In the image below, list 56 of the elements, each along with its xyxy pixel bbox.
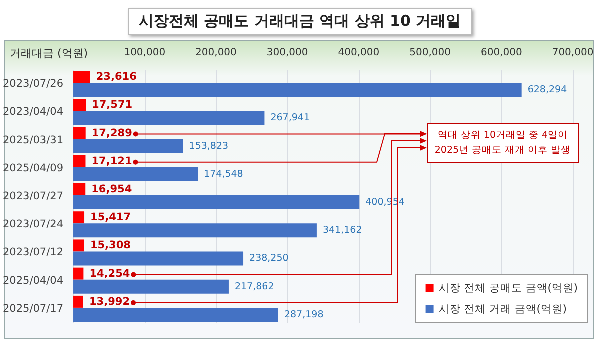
bar: [74, 111, 265, 126]
bar: [74, 83, 522, 98]
chart-title: 시장전체 공매도 거래대금 역대 상위 10 거래일: [128, 8, 472, 35]
data-label: 23,616: [96, 71, 137, 84]
bar: [74, 127, 86, 140]
data-label: 153,823: [189, 140, 229, 152]
bar: [74, 99, 86, 112]
bar: [74, 196, 360, 210]
y-tick-label: 2023/07/12: [2, 246, 64, 259]
y-tick-label: 2025/03/31: [2, 134, 64, 146]
x-tick-label: 500,000: [410, 48, 451, 58]
bar: [74, 268, 84, 280]
data-label: 17,121: [92, 155, 132, 168]
data-label: 341,162: [322, 225, 362, 236]
bar: [74, 212, 85, 224]
data-label: 174,548: [204, 168, 244, 180]
bar: [74, 308, 278, 322]
y-tick-label: 2023/04/04: [2, 106, 64, 118]
y-tick-label: 2023/07/26: [2, 78, 64, 90]
bar: [74, 252, 244, 266]
data-label: 14,254: [90, 268, 130, 280]
x-tick-label: 600,000: [480, 48, 522, 58]
x-tick-label: 200,000: [196, 48, 237, 58]
x-tick-label: 100,000: [124, 48, 166, 58]
data-label: 217,862: [234, 281, 274, 292]
bar: [74, 71, 90, 84]
x-tick-label: 300,000: [266, 48, 308, 58]
data-label: 15,417: [90, 212, 132, 224]
legend-label: 시장 전체 거래 금액(억원): [438, 304, 568, 316]
data-label: 15,308: [90, 240, 131, 252]
bar: [74, 155, 86, 168]
data-label: 16,954: [92, 184, 132, 196]
bar: [74, 224, 317, 238]
y-tick-label: 2025/04/04: [2, 274, 64, 287]
x-tick-label: 700,000: [552, 48, 594, 58]
data-label: 628,294: [528, 84, 568, 96]
data-label: 267,941: [270, 112, 310, 124]
bar: [74, 296, 84, 308]
y-tick-label: 2023/07/24: [2, 218, 64, 231]
x-axis-title: 거래대금 (억원): [10, 46, 88, 61]
data-label: 17,571: [92, 99, 133, 112]
bar: [74, 184, 86, 196]
y-tick-label: 2025/07/17: [2, 302, 64, 315]
legend-label: 시장 전체 공매도 금액(억원): [438, 282, 578, 294]
bar: [74, 167, 198, 182]
annotation: 역대 상위 10거래일 중 4일이 2025년 공매도 재개 이후 발생: [434, 129, 572, 158]
data-label: 238,250: [250, 253, 289, 264]
y-tick-label: 2025/04/09: [2, 162, 64, 174]
bar: [74, 240, 84, 252]
data-label: 287,198: [284, 309, 324, 320]
bar: [74, 280, 229, 294]
data-label: 17,289: [92, 127, 132, 140]
x-tick-label: 400,000: [338, 48, 380, 58]
data-label: 13,992: [90, 296, 130, 308]
y-tick-label: 2023/07/27: [2, 190, 64, 202]
bar: [74, 139, 184, 154]
